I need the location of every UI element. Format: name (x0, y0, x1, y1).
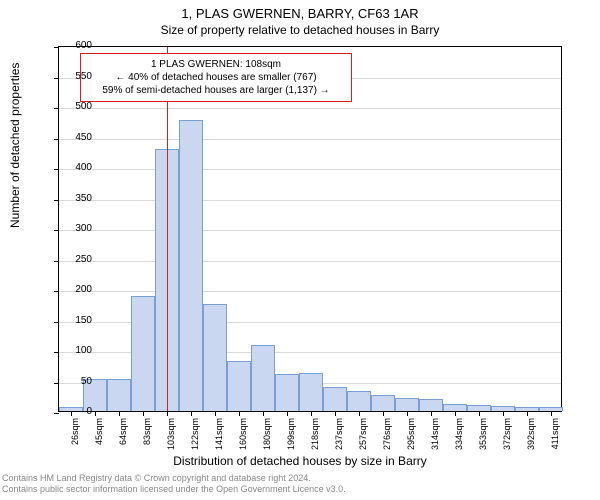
x-tick (359, 411, 360, 416)
y-tick-label: 100 (58, 345, 92, 356)
x-tick-label: 218sqm (310, 418, 320, 458)
histogram-bar (251, 345, 275, 411)
y-axis-label: Number of detached properties (8, 63, 22, 228)
grid-line (59, 139, 561, 140)
histogram-bar (227, 361, 251, 411)
x-tick-label: 180sqm (262, 418, 272, 458)
grid-line (59, 200, 561, 201)
footer-attribution: Contains HM Land Registry data © Crown c… (0, 473, 600, 496)
chart-plot-area: 1 PLAS GWERNEN: 108sqm← 40% of detached … (58, 46, 562, 412)
grid-line (59, 261, 561, 262)
x-tick (191, 411, 192, 416)
x-tick (95, 411, 96, 416)
x-tick-label: 257sqm (358, 418, 368, 458)
histogram-bar (419, 399, 443, 411)
x-tick-label: 314sqm (430, 418, 440, 458)
histogram-bar (443, 404, 467, 411)
x-tick (215, 411, 216, 416)
info-box: 1 PLAS GWERNEN: 108sqm← 40% of detached … (80, 53, 352, 102)
histogram-bar (395, 398, 419, 411)
x-tick-label: 392sqm (526, 418, 536, 458)
x-tick-label: 199sqm (286, 418, 296, 458)
y-tick-label: 350 (58, 193, 92, 204)
x-tick (383, 411, 384, 416)
y-tick-label: 500 (58, 101, 92, 112)
histogram-bar (203, 304, 227, 411)
y-tick-label: 400 (58, 162, 92, 173)
y-tick-label: 450 (58, 132, 92, 143)
x-tick (167, 411, 168, 416)
histogram-bar (371, 395, 395, 411)
x-tick (503, 411, 504, 416)
x-tick (143, 411, 144, 416)
x-tick (239, 411, 240, 416)
y-tick-label: 600 (58, 40, 92, 51)
y-tick-label: 150 (58, 315, 92, 326)
x-tick (311, 411, 312, 416)
y-tick-label: 250 (58, 254, 92, 265)
y-tick-label: 200 (58, 284, 92, 295)
y-tick-label: 300 (58, 223, 92, 234)
grid-line (59, 169, 561, 170)
info-box-line: 59% of semi-detached houses are larger (… (89, 84, 343, 97)
x-tick (479, 411, 480, 416)
grid-line (59, 230, 561, 231)
info-box-line: 1 PLAS GWERNEN: 108sqm (89, 58, 343, 71)
x-tick-label: 237sqm (334, 418, 344, 458)
x-tick (431, 411, 432, 416)
histogram-bar (299, 373, 323, 411)
x-tick (407, 411, 408, 416)
x-tick (263, 411, 264, 416)
x-tick-label: 411sqm (550, 418, 560, 458)
title-main: 1, PLAS GWERNEN, BARRY, CF63 1AR (0, 0, 600, 21)
x-tick (455, 411, 456, 416)
footer-line1: Contains HM Land Registry data © Crown c… (2, 473, 600, 485)
histogram-bar (323, 387, 347, 411)
x-tick (335, 411, 336, 416)
x-tick-label: 64sqm (118, 418, 128, 458)
footer-line2: Contains public sector information licen… (2, 484, 600, 496)
x-tick-label: 276sqm (382, 418, 392, 458)
histogram-bar (275, 374, 299, 411)
info-box-line: ← 40% of detached houses are smaller (76… (89, 71, 343, 84)
title-sub: Size of property relative to detached ho… (0, 21, 600, 37)
x-tick-label: 26sqm (70, 418, 80, 458)
x-tick-label: 334sqm (454, 418, 464, 458)
x-tick-label: 353sqm (478, 418, 488, 458)
x-tick-label: 295sqm (406, 418, 416, 458)
x-tick-label: 372sqm (502, 418, 512, 458)
histogram-bar (179, 120, 203, 411)
y-tick-label: 50 (58, 376, 92, 387)
grid-line (59, 108, 561, 109)
histogram-bar (107, 379, 131, 411)
x-tick-label: 45sqm (94, 418, 104, 458)
x-tick (527, 411, 528, 416)
x-tick (287, 411, 288, 416)
x-tick (119, 411, 120, 416)
histogram-bar (131, 296, 155, 411)
x-tick-label: 141sqm (214, 418, 224, 458)
x-tick-label: 122sqm (190, 418, 200, 458)
grid-line (59, 291, 561, 292)
y-tick-label: 550 (58, 71, 92, 82)
y-tick-label: 0 (58, 406, 92, 417)
x-tick-label: 160sqm (238, 418, 248, 458)
x-tick-label: 103sqm (166, 418, 176, 458)
histogram-bar (347, 391, 371, 411)
x-tick (551, 411, 552, 416)
x-tick-label: 83sqm (142, 418, 152, 458)
